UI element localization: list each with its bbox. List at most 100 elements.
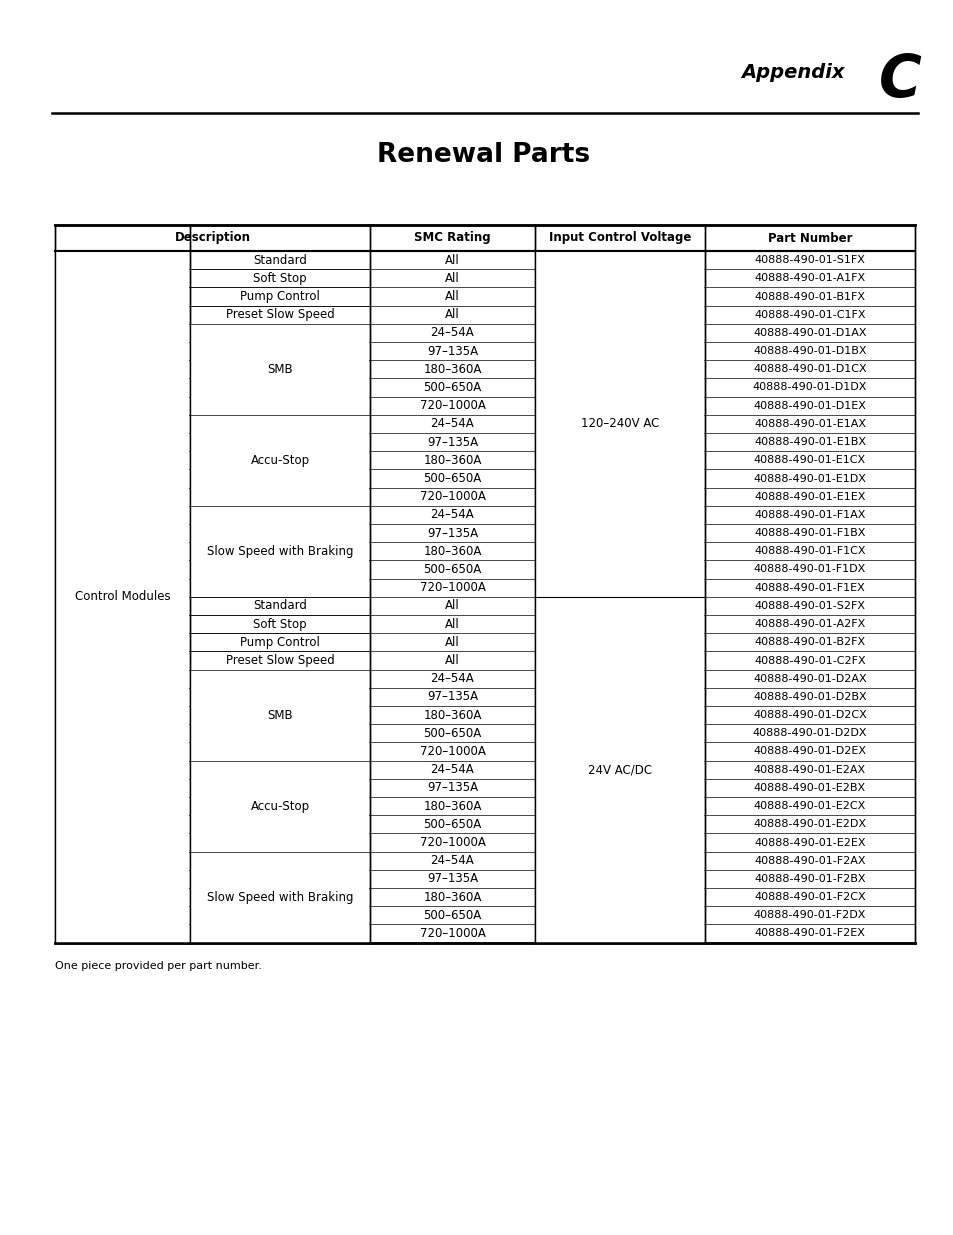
Text: Description: Description bbox=[174, 231, 251, 245]
Text: Standard: Standard bbox=[253, 253, 307, 267]
Text: 97–135A: 97–135A bbox=[427, 690, 477, 704]
Text: 40888-490-01-F2BX: 40888-490-01-F2BX bbox=[754, 874, 864, 884]
Text: Standard: Standard bbox=[253, 599, 307, 613]
Text: 180–360A: 180–360A bbox=[423, 890, 481, 904]
Text: 40888-490-01-D2AX: 40888-490-01-D2AX bbox=[753, 674, 866, 684]
Text: Accu-Stop: Accu-Stop bbox=[251, 453, 309, 467]
Text: 40888-490-01-F2DX: 40888-490-01-F2DX bbox=[753, 910, 865, 920]
Text: Input Control Voltage: Input Control Voltage bbox=[548, 231, 691, 245]
Text: 120–240V AC: 120–240V AC bbox=[580, 417, 659, 431]
Text: 720–1000A: 720–1000A bbox=[419, 399, 485, 412]
Text: All: All bbox=[445, 599, 459, 613]
Text: SMB: SMB bbox=[267, 363, 293, 375]
Text: 40888-490-01-E2AX: 40888-490-01-E2AX bbox=[753, 764, 865, 774]
Text: 40888-490-01-F2CX: 40888-490-01-F2CX bbox=[754, 892, 865, 902]
Text: 24–54A: 24–54A bbox=[430, 417, 474, 431]
Text: 180–360A: 180–360A bbox=[423, 363, 481, 375]
Text: Slow Speed with Braking: Slow Speed with Braking bbox=[207, 890, 353, 904]
Text: One piece provided per part number.: One piece provided per part number. bbox=[55, 961, 262, 971]
Text: SMB: SMB bbox=[267, 709, 293, 721]
Text: Accu-Stop: Accu-Stop bbox=[251, 799, 309, 813]
Text: 97–135A: 97–135A bbox=[427, 782, 477, 794]
Text: 40888-490-01-D1DX: 40888-490-01-D1DX bbox=[752, 383, 866, 393]
Text: 40888-490-01-D1CX: 40888-490-01-D1CX bbox=[753, 364, 866, 374]
Text: 180–360A: 180–360A bbox=[423, 799, 481, 813]
Text: 40888-490-01-D1BX: 40888-490-01-D1BX bbox=[753, 346, 866, 356]
Text: 40888-490-01-E1BX: 40888-490-01-E1BX bbox=[753, 437, 865, 447]
Text: 720–1000A: 720–1000A bbox=[419, 582, 485, 594]
Text: 40888-490-01-F1CX: 40888-490-01-F1CX bbox=[754, 546, 864, 556]
Text: 40888-490-01-E1EX: 40888-490-01-E1EX bbox=[754, 492, 864, 501]
Text: 40888-490-01-A2FX: 40888-490-01-A2FX bbox=[754, 619, 864, 629]
Text: All: All bbox=[445, 655, 459, 667]
Text: Appendix: Appendix bbox=[740, 63, 844, 83]
Text: 97–135A: 97–135A bbox=[427, 526, 477, 540]
Text: 40888-490-01-E1AX: 40888-490-01-E1AX bbox=[753, 419, 865, 429]
Text: Slow Speed with Braking: Slow Speed with Braking bbox=[207, 545, 353, 558]
Text: 40888-490-01-E2CX: 40888-490-01-E2CX bbox=[753, 802, 865, 811]
Text: 720–1000A: 720–1000A bbox=[419, 490, 485, 503]
Text: 40888-490-01-E2EX: 40888-490-01-E2EX bbox=[754, 837, 864, 847]
Text: 40888-490-01-A1FX: 40888-490-01-A1FX bbox=[754, 273, 864, 283]
Text: 40888-490-01-D2DX: 40888-490-01-D2DX bbox=[752, 729, 866, 739]
Text: 40888-490-01-E1CX: 40888-490-01-E1CX bbox=[753, 456, 865, 466]
Text: 180–360A: 180–360A bbox=[423, 453, 481, 467]
Text: All: All bbox=[445, 636, 459, 648]
Text: 24–54A: 24–54A bbox=[430, 326, 474, 340]
Bar bbox=[535, 251, 703, 597]
Text: 40888-490-01-F2AX: 40888-490-01-F2AX bbox=[754, 856, 864, 866]
Text: 40888-490-01-E2DX: 40888-490-01-E2DX bbox=[753, 819, 865, 829]
Bar bbox=[55, 251, 190, 942]
Text: 180–360A: 180–360A bbox=[423, 709, 481, 721]
Text: 40888-490-01-F1DX: 40888-490-01-F1DX bbox=[753, 564, 865, 574]
Text: 500–650A: 500–650A bbox=[423, 818, 481, 831]
Text: 40888-490-01-D2EX: 40888-490-01-D2EX bbox=[753, 746, 865, 757]
Text: 500–650A: 500–650A bbox=[423, 909, 481, 921]
Text: 40888-490-01-E2BX: 40888-490-01-E2BX bbox=[753, 783, 865, 793]
Text: 24–54A: 24–54A bbox=[430, 672, 474, 685]
Text: 40888-490-01-F1EX: 40888-490-01-F1EX bbox=[754, 583, 864, 593]
Text: 97–135A: 97–135A bbox=[427, 872, 477, 885]
Text: 24–54A: 24–54A bbox=[430, 855, 474, 867]
Text: 40888-490-01-B1FX: 40888-490-01-B1FX bbox=[754, 291, 864, 301]
Bar bbox=[191, 506, 369, 597]
Text: 97–135A: 97–135A bbox=[427, 436, 477, 448]
Text: 24–54A: 24–54A bbox=[430, 763, 474, 777]
Text: 720–1000A: 720–1000A bbox=[419, 927, 485, 940]
Text: 40888-490-01-D1EX: 40888-490-01-D1EX bbox=[753, 400, 865, 411]
Bar bbox=[191, 852, 369, 942]
Text: Part Number: Part Number bbox=[767, 231, 851, 245]
Text: 40888-490-01-E1DX: 40888-490-01-E1DX bbox=[753, 473, 865, 483]
Text: 24–54A: 24–54A bbox=[430, 509, 474, 521]
Text: 40888-490-01-D2CX: 40888-490-01-D2CX bbox=[752, 710, 866, 720]
Text: Pump Control: Pump Control bbox=[240, 290, 319, 303]
Text: 720–1000A: 720–1000A bbox=[419, 745, 485, 758]
Bar bbox=[191, 761, 369, 852]
Text: 40888-490-01-C2FX: 40888-490-01-C2FX bbox=[754, 656, 865, 666]
Text: All: All bbox=[445, 309, 459, 321]
Bar bbox=[191, 324, 369, 415]
Text: All: All bbox=[445, 272, 459, 285]
Bar bbox=[535, 597, 703, 942]
Text: Soft Stop: Soft Stop bbox=[253, 618, 307, 631]
Text: Control Modules: Control Modules bbox=[74, 590, 171, 604]
Text: All: All bbox=[445, 290, 459, 303]
Bar bbox=[191, 669, 369, 761]
Text: 500–650A: 500–650A bbox=[423, 472, 481, 485]
Text: 40888-490-01-S2FX: 40888-490-01-S2FX bbox=[754, 601, 864, 611]
Text: 40888-490-01-D2BX: 40888-490-01-D2BX bbox=[753, 692, 866, 701]
Text: 720–1000A: 720–1000A bbox=[419, 836, 485, 848]
Text: 40888-490-01-B2FX: 40888-490-01-B2FX bbox=[754, 637, 864, 647]
Text: 40888-490-01-C1FX: 40888-490-01-C1FX bbox=[754, 310, 864, 320]
Text: 180–360A: 180–360A bbox=[423, 545, 481, 558]
Text: 500–650A: 500–650A bbox=[423, 382, 481, 394]
Text: C: C bbox=[878, 52, 921, 109]
Text: 40888-490-01-F1AX: 40888-490-01-F1AX bbox=[754, 510, 864, 520]
Text: 97–135A: 97–135A bbox=[427, 345, 477, 358]
Text: Preset Slow Speed: Preset Slow Speed bbox=[226, 309, 334, 321]
Text: 40888-490-01-F2EX: 40888-490-01-F2EX bbox=[754, 929, 864, 939]
Text: 500–650A: 500–650A bbox=[423, 727, 481, 740]
Text: 24V AC/DC: 24V AC/DC bbox=[587, 763, 652, 777]
Text: 40888-490-01-D1AX: 40888-490-01-D1AX bbox=[753, 329, 866, 338]
Text: 500–650A: 500–650A bbox=[423, 563, 481, 576]
